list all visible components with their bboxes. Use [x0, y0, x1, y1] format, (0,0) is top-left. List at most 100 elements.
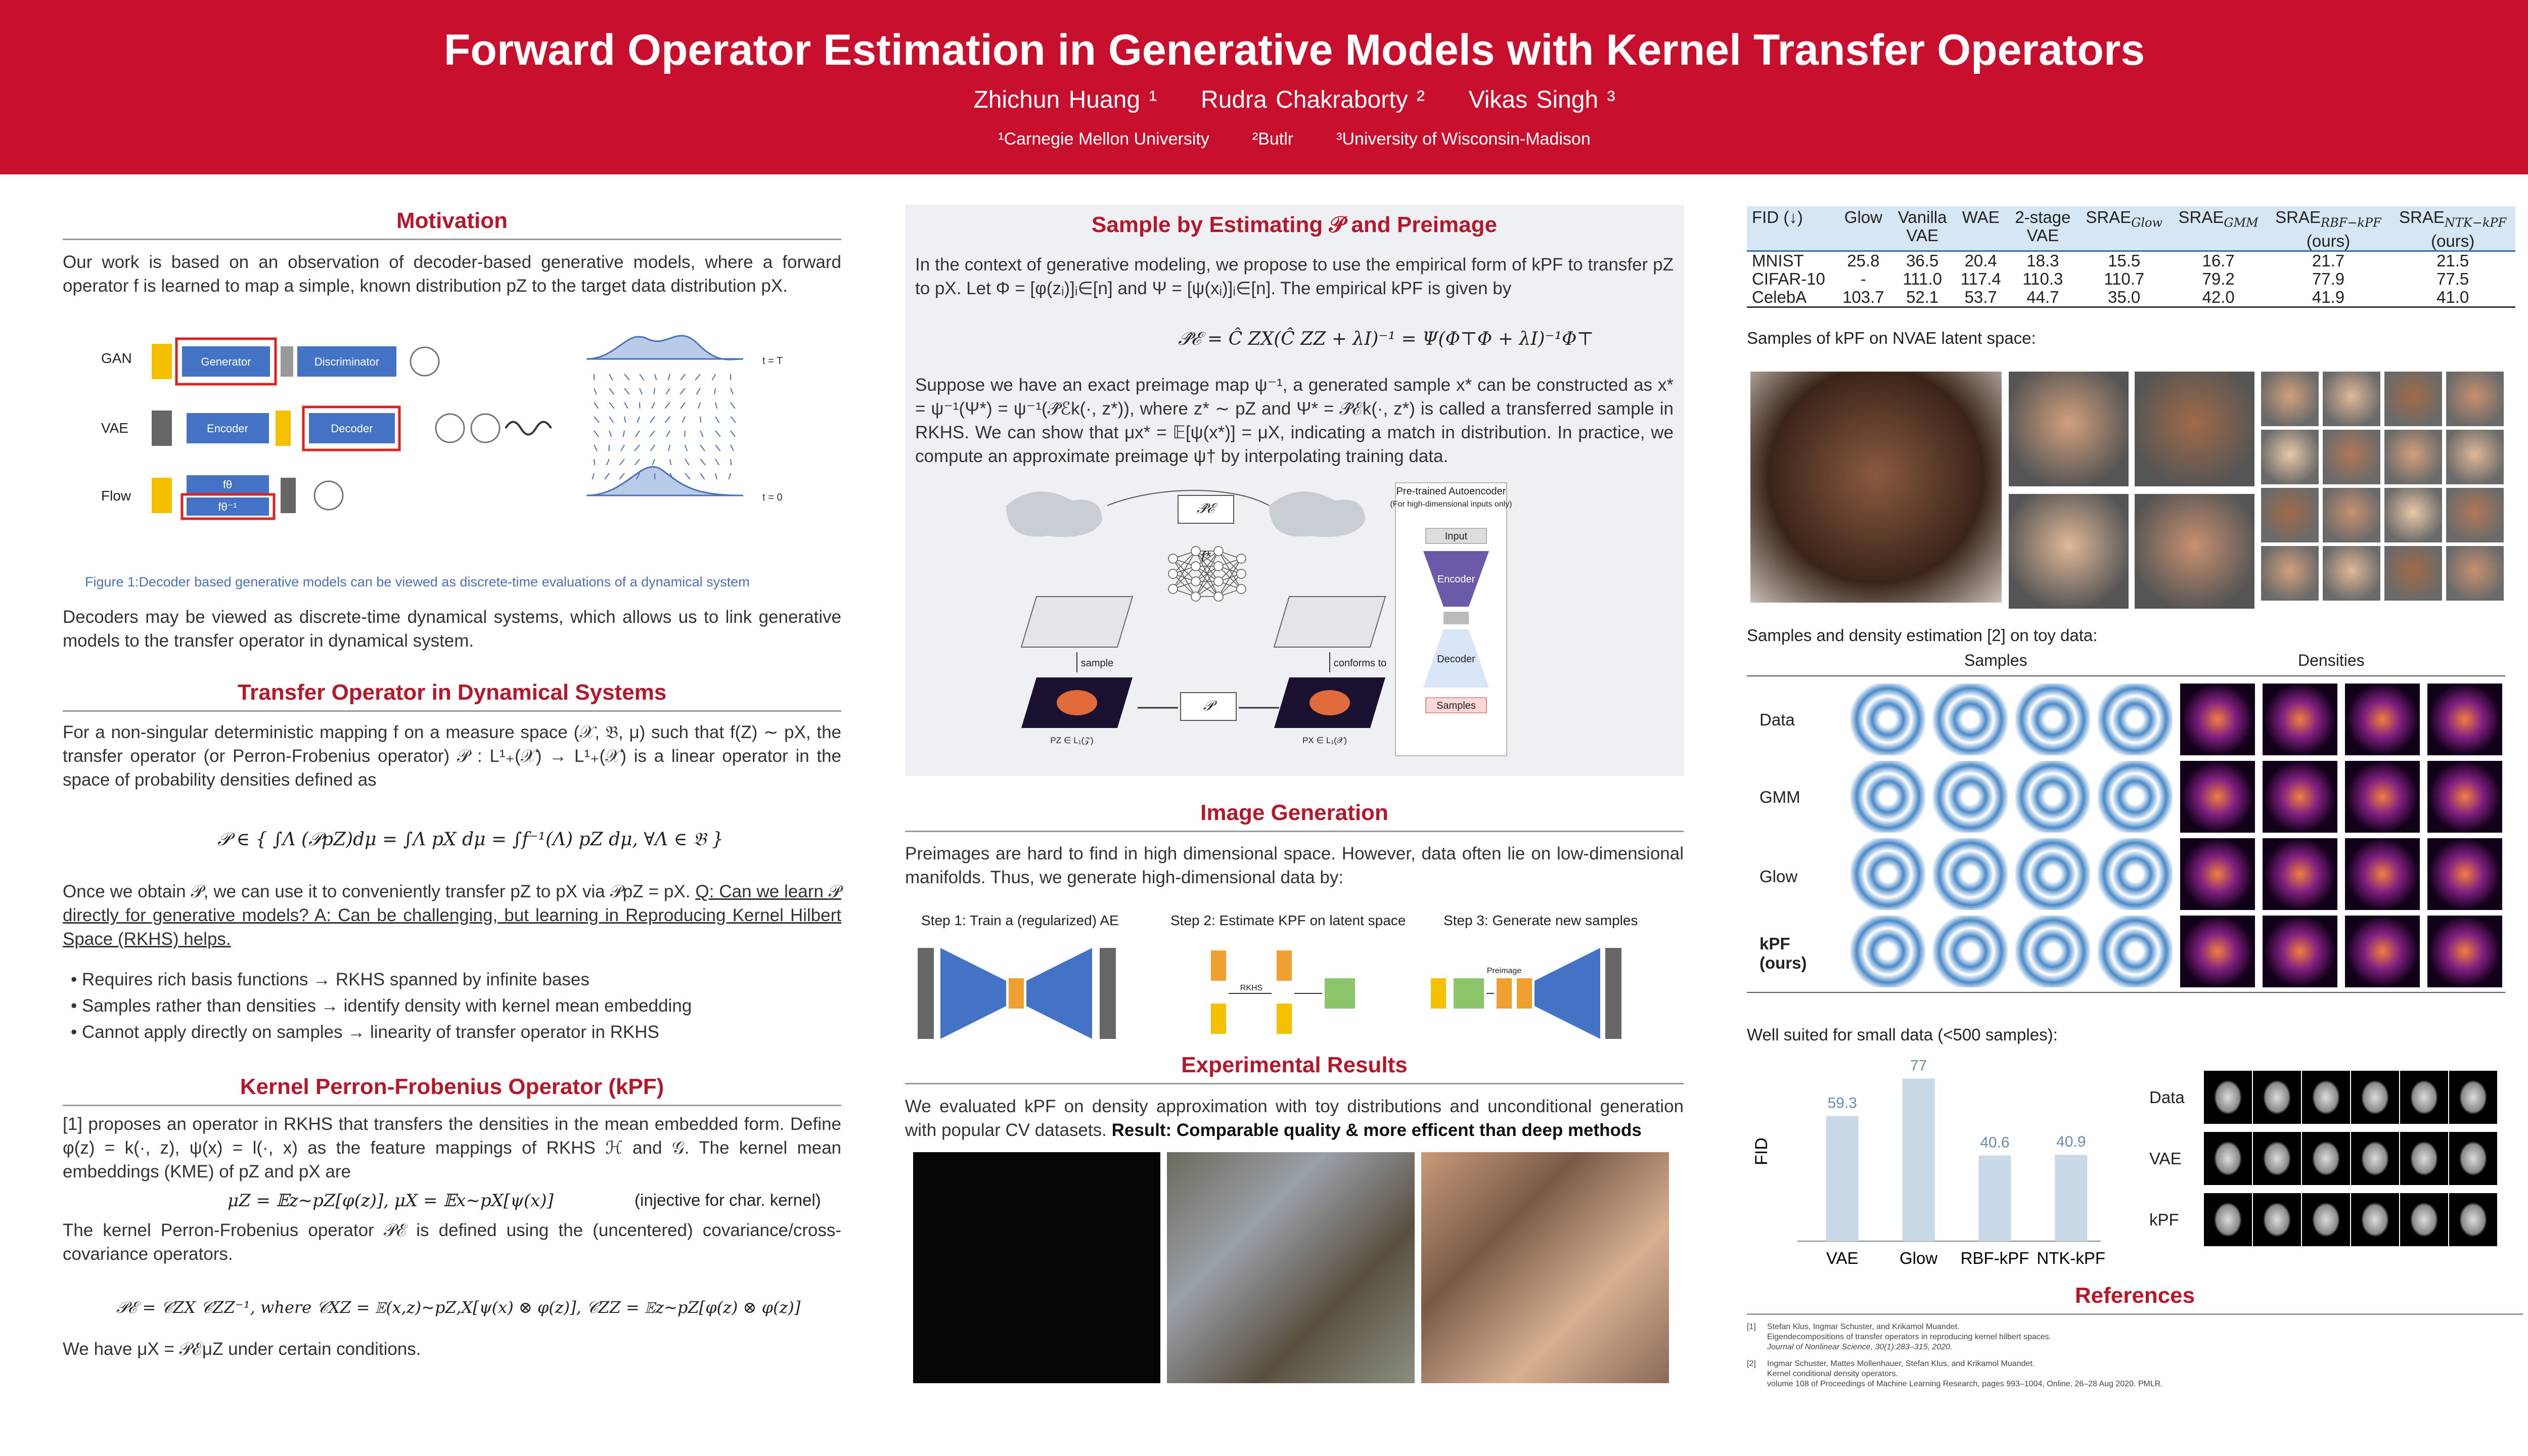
face-image [2384, 430, 2442, 484]
mnist-samples [913, 1152, 1160, 1383]
table-cell: 53.7 [1964, 287, 1997, 306]
header-cell: 2-stage VAE [2008, 206, 2078, 251]
box-label: Discriminator [314, 355, 379, 368]
edge [1195, 551, 1219, 597]
diagram-label: Preimage [1487, 967, 1522, 975]
arrow [711, 374, 716, 381]
header-cell: WAE [1954, 206, 2008, 251]
density-image [2180, 916, 2255, 987]
figure-label: VAE [101, 420, 128, 436]
header-row: FID (↓) Glow Vanilla VAE WAE 2-stage VAE SRAEGl… [1747, 206, 2515, 251]
arrow [730, 444, 734, 451]
arrow [667, 374, 670, 381]
paragraph: We have μX = 𝒫ℰμZ under certain conditio… [63, 1339, 421, 1359]
face-image [2446, 372, 2504, 426]
paragraph: The kernel Perron-Frobenius operator 𝒫ℰ … [63, 1220, 841, 1264]
diagram-label: conforms to [1334, 658, 1386, 669]
arrow [664, 402, 670, 409]
arrow [606, 459, 610, 466]
sample-image [2098, 916, 2173, 987]
row-label: Glow [1759, 867, 1798, 886]
sample-image [1933, 684, 2008, 755]
ref-venue: volume 108 of Proceedings of Machine Lea… [1767, 1380, 2163, 1388]
arrow [652, 459, 655, 466]
paragraph: Suppose we have an exact preimage map ψ⁻… [915, 375, 1674, 466]
value-label: 40.6 [1980, 1134, 2009, 1151]
arrow [680, 374, 686, 381]
table-cell: 52.1 [1906, 287, 1939, 306]
diagram-label: PZ ∈ L₁(𝒵) [1050, 736, 1093, 745]
edge [1218, 573, 1242, 597]
header-note: (ours) [2306, 231, 2351, 250]
header-text: SRAE [2275, 208, 2321, 226]
brain-image [2351, 1193, 2399, 1246]
sample-image [2098, 761, 2173, 833]
header-text: SRAE [2399, 208, 2445, 226]
header-text: FID (↓) [1752, 208, 1803, 226]
paragraph: [1] proposes an operator in RKHS that tr… [63, 1114, 841, 1181]
sample-image [1850, 916, 1925, 987]
diagram-label: Pre-trained Autoencoder [1396, 486, 1506, 497]
table-cell: 77.5 [2436, 269, 2469, 288]
arrow [609, 416, 614, 423]
row-label: kPF (ours) [1759, 934, 1807, 972]
header-cell: FID (↓) [1747, 206, 1836, 251]
paragraph: Decoders may be viewed as discrete-time … [63, 607, 841, 651]
header-text: 2-stage [2015, 208, 2071, 226]
y-axis-label: FID [1752, 1138, 1771, 1165]
sample-image [1850, 684, 1925, 755]
arrow [654, 374, 657, 381]
face-image [2009, 494, 2129, 609]
arrow [728, 473, 731, 480]
affiliations: ¹Carnegie Mellon University ²Butlr ³Univ… [0, 129, 2528, 149]
row-label: kPF [2149, 1210, 2179, 1229]
box-label: fθ [223, 478, 232, 491]
diagram: RKHS Preimage [918, 948, 1621, 1039]
arrow [637, 416, 640, 423]
section-heading: Transfer Operator in Dynamical Systems [63, 680, 841, 712]
header-note: (ours) [2431, 231, 2475, 250]
table-cell: 79.2 [2202, 269, 2235, 288]
arrow [714, 388, 716, 395]
face-image [2384, 372, 2442, 426]
paragraph: Our work is based on an observation of d… [63, 252, 841, 296]
header-note: VAE [2026, 226, 2059, 245]
arrow [634, 444, 640, 451]
brain-image [2351, 1132, 2399, 1185]
brain-image [2204, 1132, 2252, 1185]
sample-image [2015, 916, 2090, 987]
edge [1172, 566, 1196, 589]
header-sub: NTK−kPF [2444, 215, 2507, 230]
bullet-text: Cannot apply directly on samples → linea… [81, 1022, 659, 1042]
table-cell: 35.0 [2108, 287, 2141, 306]
text: Once we obtain 𝒫, we can use it to conve… [63, 882, 691, 901]
table-cell: 41.0 [2436, 287, 2469, 306]
neuron [1191, 576, 1201, 586]
ref-authors: Ingmar Schuster, Mattes Mollenhauer, Ste… [1767, 1359, 2035, 1368]
paragraph: In the context of generative modeling, w… [915, 255, 1674, 298]
arrow [730, 388, 734, 395]
density-image [2180, 838, 2255, 910]
table-cell: 25.8 [1847, 251, 1880, 270]
rule [1747, 992, 2505, 993]
neuron [1236, 569, 1246, 579]
paragraph: We evaluated kPF on density approximatio… [905, 1095, 1684, 1142]
bar [2055, 1155, 2088, 1241]
table-cell: 117.4 [1960, 269, 2001, 288]
face-image [2261, 488, 2319, 542]
note: (injective for char. kernel) [635, 1191, 821, 1209]
value-label: 59.3 [1828, 1095, 1857, 1111]
header-text: SRAE [2178, 208, 2224, 226]
header-cell: SRAEGlow [2078, 206, 2171, 251]
subtitle: Well suited for small data (<500 samples… [1747, 1025, 2058, 1044]
arrow [696, 388, 701, 395]
table-row: CelebA 103.7 52.1 53.7 44.7 35.0 42.0 41.9 41.0 [1747, 288, 2515, 307]
face-image [2323, 488, 2380, 542]
neuron [1168, 584, 1178, 594]
arrow [664, 416, 670, 423]
step-label: Step 1: Train a (regularized) AE [921, 913, 1119, 928]
arrow [730, 416, 736, 423]
box-label: fθ⁻¹ [218, 500, 237, 513]
diagram-label: Samples [1436, 700, 1476, 711]
table-cell: 18.3 [2026, 251, 2059, 270]
